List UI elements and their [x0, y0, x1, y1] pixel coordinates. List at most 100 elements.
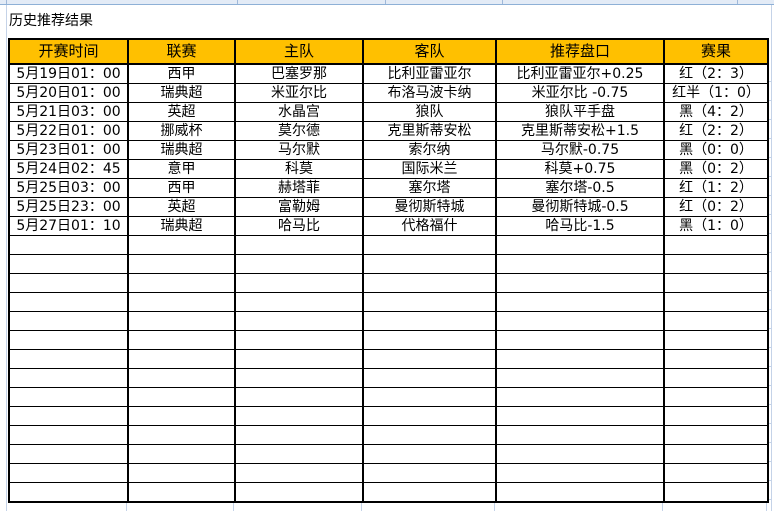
- empty-cell[interactable]: [362, 482, 497, 503]
- empty-cell[interactable]: [663, 330, 769, 350]
- empty-cell[interactable]: [8, 406, 129, 426]
- empty-cell[interactable]: [8, 235, 129, 255]
- empty-cell[interactable]: [495, 387, 665, 407]
- empty-cell[interactable]: [8, 254, 129, 274]
- empty-cell[interactable]: [362, 349, 497, 369]
- header-result[interactable]: 赛果: [663, 38, 769, 65]
- empty-cell[interactable]: [234, 235, 364, 255]
- empty-cell[interactable]: [8, 273, 129, 293]
- header-time[interactable]: 开赛时间: [8, 38, 129, 65]
- empty-cell[interactable]: [663, 463, 769, 483]
- cell-home[interactable]: 富勒姆: [234, 197, 364, 217]
- empty-cell[interactable]: [8, 292, 129, 312]
- empty-cell[interactable]: [495, 273, 665, 293]
- empty-cell[interactable]: [127, 444, 236, 464]
- cell-away[interactable]: 比利亚雷亚尔: [362, 63, 497, 84]
- empty-cell[interactable]: [234, 330, 364, 350]
- cell-handicap[interactable]: 米亚尔比 -0.75: [495, 83, 665, 103]
- empty-cell[interactable]: [663, 235, 769, 255]
- empty-cell[interactable]: [495, 254, 665, 274]
- empty-cell[interactable]: [362, 235, 497, 255]
- cell-time[interactable]: 5月20日01：00: [8, 83, 129, 103]
- empty-cell[interactable]: [495, 368, 665, 388]
- empty-cell[interactable]: [8, 463, 129, 483]
- cell-handicap[interactable]: 哈马比-1.5: [495, 216, 665, 236]
- empty-cell[interactable]: [127, 311, 236, 331]
- cell-home[interactable]: 莫尔德: [234, 121, 364, 141]
- empty-cell[interactable]: [8, 330, 129, 350]
- cell-league[interactable]: 意甲: [127, 159, 236, 179]
- header-home[interactable]: 主队: [234, 38, 364, 65]
- cell-handicap[interactable]: 马尔默-0.75: [495, 140, 665, 160]
- empty-cell[interactable]: [234, 368, 364, 388]
- cell-away[interactable]: 代格福什: [362, 216, 497, 236]
- empty-cell[interactable]: [663, 292, 769, 312]
- header-away[interactable]: 客队: [362, 38, 497, 65]
- cell-time[interactable]: 5月22日01：00: [8, 121, 129, 141]
- cell-league[interactable]: 瑞典超: [127, 216, 236, 236]
- cell-league[interactable]: 挪威杯: [127, 121, 236, 141]
- empty-cell[interactable]: [362, 406, 497, 426]
- cell-result[interactable]: 黑（0：2）: [663, 159, 769, 179]
- cell-league[interactable]: 英超: [127, 102, 236, 122]
- empty-cell[interactable]: [663, 444, 769, 464]
- cell-result[interactable]: 红（0：2）: [663, 197, 769, 217]
- empty-cell[interactable]: [8, 425, 129, 445]
- cell-handicap[interactable]: 曼彻斯特城-0.5: [495, 197, 665, 217]
- empty-cell[interactable]: [234, 311, 364, 331]
- empty-cell[interactable]: [663, 311, 769, 331]
- cell-league[interactable]: 西甲: [127, 178, 236, 198]
- empty-cell[interactable]: [234, 463, 364, 483]
- empty-cell[interactable]: [663, 368, 769, 388]
- empty-cell[interactable]: [495, 349, 665, 369]
- cell-time[interactable]: 5月27日01：10: [8, 216, 129, 236]
- empty-cell[interactable]: [663, 387, 769, 407]
- empty-cell[interactable]: [495, 444, 665, 464]
- cell-handicap[interactable]: 狼队平手盘: [495, 102, 665, 122]
- empty-cell[interactable]: [495, 235, 665, 255]
- cell-handicap[interactable]: 塞尔塔-0.5: [495, 178, 665, 198]
- empty-cell[interactable]: [495, 292, 665, 312]
- header-league[interactable]: 联赛: [127, 38, 236, 65]
- empty-cell[interactable]: [362, 292, 497, 312]
- cell-home[interactable]: 赫塔菲: [234, 178, 364, 198]
- empty-cell[interactable]: [663, 425, 769, 445]
- empty-cell[interactable]: [8, 482, 129, 503]
- cell-handicap[interactable]: 比利亚雷亚尔+0.25: [495, 63, 665, 84]
- empty-cell[interactable]: [362, 425, 497, 445]
- cell-league[interactable]: 瑞典超: [127, 140, 236, 160]
- empty-cell[interactable]: [362, 273, 497, 293]
- cell-league[interactable]: 瑞典超: [127, 83, 236, 103]
- cell-away[interactable]: 曼彻斯特城: [362, 197, 497, 217]
- empty-cell[interactable]: [127, 368, 236, 388]
- empty-cell[interactable]: [127, 425, 236, 445]
- cell-away[interactable]: 国际米兰: [362, 159, 497, 179]
- empty-cell[interactable]: [495, 311, 665, 331]
- empty-cell[interactable]: [127, 254, 236, 274]
- empty-cell[interactable]: [127, 273, 236, 293]
- cell-home[interactable]: 水晶宫: [234, 102, 364, 122]
- empty-cell[interactable]: [663, 273, 769, 293]
- cell-result[interactable]: 红半（1：0）: [663, 83, 769, 103]
- empty-cell[interactable]: [127, 482, 236, 503]
- empty-cell[interactable]: [234, 273, 364, 293]
- empty-cell[interactable]: [234, 444, 364, 464]
- cell-result[interactable]: 黑（4：2）: [663, 102, 769, 122]
- cell-away[interactable]: 索尔纳: [362, 140, 497, 160]
- cell-time[interactable]: 5月25日23：00: [8, 197, 129, 217]
- cell-league[interactable]: 西甲: [127, 63, 236, 84]
- cell-result[interactable]: 黑（0：0）: [663, 140, 769, 160]
- cell-result[interactable]: 黑（1：0）: [663, 216, 769, 236]
- empty-cell[interactable]: [234, 425, 364, 445]
- empty-cell[interactable]: [362, 387, 497, 407]
- empty-cell[interactable]: [127, 406, 236, 426]
- cell-result[interactable]: 红（2：3）: [663, 63, 769, 84]
- cell-time[interactable]: 5月19日01：00: [8, 63, 129, 84]
- empty-cell[interactable]: [8, 387, 129, 407]
- empty-cell[interactable]: [127, 387, 236, 407]
- empty-cell[interactable]: [234, 406, 364, 426]
- cell-away[interactable]: 狼队: [362, 102, 497, 122]
- empty-cell[interactable]: [495, 463, 665, 483]
- page-title[interactable]: 历史推荐结果: [9, 13, 93, 29]
- empty-cell[interactable]: [127, 330, 236, 350]
